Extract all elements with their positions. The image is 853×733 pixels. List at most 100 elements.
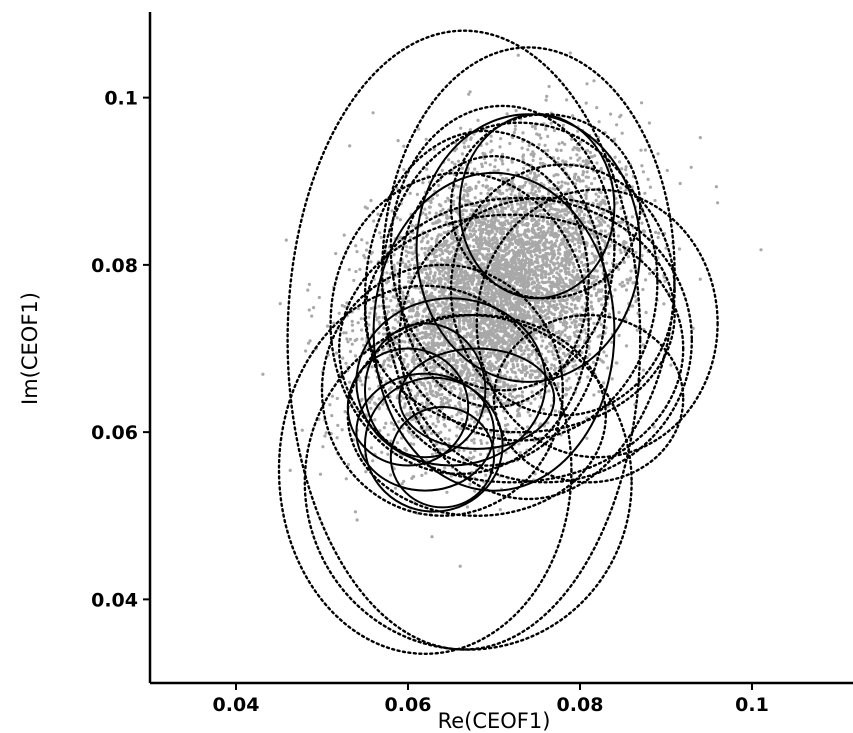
data-point: [330, 394, 334, 398]
data-point: [404, 249, 408, 253]
data-point: [481, 184, 485, 188]
data-point: [513, 296, 517, 300]
data-point: [441, 291, 445, 296]
data-point: [502, 227, 506, 231]
data-point: [470, 221, 474, 225]
data-point: [663, 279, 667, 283]
data-point: [356, 307, 360, 311]
data-point: [602, 199, 607, 203]
data-point: [358, 267, 362, 271]
data-point: [307, 308, 311, 312]
data-point: [421, 381, 425, 386]
data-point: [527, 143, 531, 148]
data-point: [568, 325, 572, 329]
data-point: [472, 441, 476, 445]
data-point: [538, 251, 542, 255]
data-point: [465, 505, 469, 509]
data-point: [490, 362, 494, 366]
data-point: [455, 294, 459, 298]
data-point: [452, 341, 457, 345]
data-point: [522, 166, 526, 170]
data-point: [604, 354, 609, 358]
data-point: [471, 373, 475, 377]
data-point: [455, 228, 459, 232]
data-point: [513, 245, 518, 250]
data-point: [467, 92, 471, 96]
data-point: [517, 442, 521, 446]
data-point: [448, 353, 452, 357]
data-point: [458, 285, 462, 290]
data-point: [444, 239, 448, 243]
data-point: [469, 235, 473, 239]
data-point: [527, 289, 531, 293]
data-point: [544, 231, 548, 235]
data-point: [542, 262, 546, 266]
data-point: [344, 331, 348, 335]
data-point: [533, 397, 537, 401]
data-point: [431, 197, 435, 201]
data-point: [589, 304, 594, 308]
data-point: [647, 121, 652, 125]
data-point: [620, 131, 624, 135]
data-point: [511, 333, 515, 337]
data-point: [506, 261, 511, 265]
data-point: [344, 361, 348, 365]
data-point: [444, 302, 448, 306]
data-point: [402, 479, 406, 483]
data-point: [402, 168, 406, 172]
data-point: [321, 445, 325, 449]
data-point: [524, 180, 528, 184]
data-point: [341, 356, 345, 360]
data-point: [448, 428, 452, 432]
data-point: [580, 305, 584, 309]
data-point: [462, 188, 466, 192]
data-point: [459, 254, 463, 258]
data-point: [395, 304, 399, 308]
data-point: [382, 426, 386, 430]
data-point: [559, 214, 563, 218]
data-point: [576, 241, 580, 245]
data-point: [407, 260, 411, 264]
data-point: [481, 296, 485, 301]
data-point: [494, 216, 498, 220]
data-point: [590, 244, 594, 248]
data-point: [486, 417, 490, 421]
data-point: [424, 471, 428, 475]
data-point: [480, 164, 484, 169]
data-point: [464, 209, 468, 213]
data-point: [423, 356, 427, 361]
data-point: [335, 396, 339, 401]
data-point: [530, 369, 535, 373]
data-point: [425, 241, 430, 245]
data-point: [437, 183, 441, 187]
data-point: [443, 436, 447, 441]
data-point: [395, 216, 399, 220]
data-point: [455, 302, 459, 306]
data-point: [479, 452, 483, 456]
data-point: [759, 248, 763, 252]
data-point: [510, 203, 514, 207]
data-point: [530, 219, 534, 223]
data-point: [429, 200, 433, 205]
data-point: [626, 255, 631, 259]
data-point: [553, 241, 557, 245]
data-point: [530, 352, 534, 356]
data-point: [474, 410, 478, 414]
data-point: [537, 143, 541, 147]
data-point: [438, 219, 442, 223]
data-point: [639, 148, 643, 152]
data-point: [571, 236, 575, 240]
data-point: [435, 193, 439, 197]
data-point: [393, 486, 398, 490]
data-point: [511, 209, 515, 213]
data-point: [307, 282, 311, 286]
data-point: [568, 386, 573, 390]
data-point: [376, 212, 380, 216]
data-point: [477, 257, 481, 261]
data-point: [543, 358, 547, 362]
data-point: [463, 270, 467, 274]
data-point: [359, 317, 363, 321]
data-point: [457, 321, 461, 325]
data-point: [471, 355, 475, 359]
